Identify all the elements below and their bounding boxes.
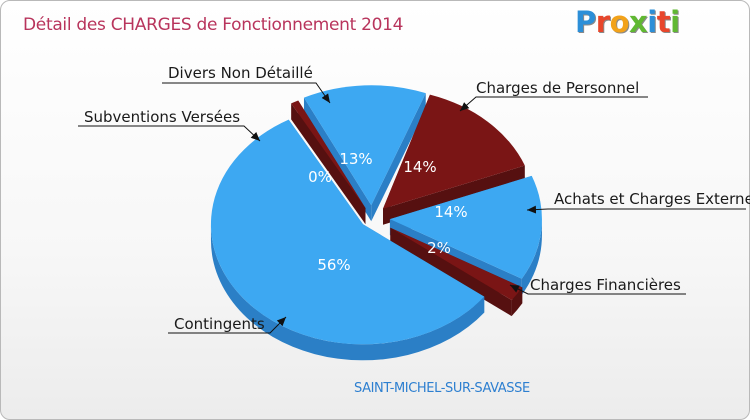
leader-line [526, 205, 746, 214]
slice-name-label: Achats et Charges Externes [554, 190, 750, 208]
pie-slice-charges-de-personnel [383, 94, 525, 209]
slice-percent-label: 56% [317, 256, 350, 274]
slice-name-label: Charges de Personnel [476, 79, 639, 97]
slice-percent-label: 14% [403, 158, 436, 176]
slice-percent-label: 13% [339, 150, 372, 168]
slice-name-label: Divers Non Détaillé [168, 64, 313, 82]
pie-slice-divers-non-d-taill- [303, 85, 426, 206]
pie-slice-charges-financi-res [390, 227, 523, 301]
slice-side [210, 224, 485, 361]
leader-line [78, 125, 261, 142]
leader-line [168, 316, 287, 334]
slice-face [303, 97, 372, 222]
proxiti-logo: Proxiti [575, 5, 680, 39]
slice-name-label: Contingents [174, 315, 265, 333]
pie-slice-achats-et-charges-externes [389, 175, 542, 279]
slice-side [521, 219, 542, 295]
slice-face [383, 165, 525, 225]
slice-name-label: Charges Financières [530, 276, 681, 294]
leader-line [459, 96, 648, 112]
pie-slice-subventions-vers-es [291, 100, 366, 209]
leader-line [162, 82, 331, 104]
slice-face [390, 227, 512, 317]
slice-face [371, 93, 426, 222]
chart-title: Détail des CHARGES de Fonctionnement 201… [23, 15, 404, 35]
slice-percent-label: 0% [308, 168, 332, 186]
slice-percent-label: 2% [427, 239, 451, 257]
commune-name: SAINT-MICHEL-SUR-SAVASSE [354, 381, 530, 396]
pie-slice-contingents [210, 119, 485, 345]
slice-name-label: Subventions Versées [84, 108, 240, 126]
leader-line [509, 284, 686, 295]
slice-percent-label: 14% [434, 203, 467, 221]
